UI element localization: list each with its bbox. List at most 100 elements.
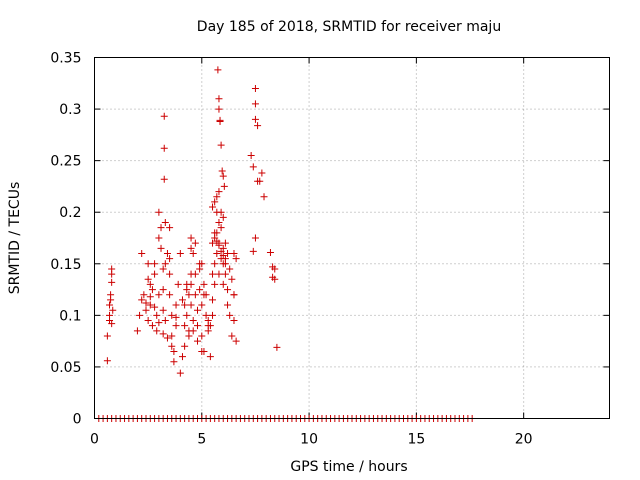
data-point <box>273 343 281 351</box>
data-point <box>224 249 232 257</box>
data-point <box>213 237 221 245</box>
data-point <box>172 322 180 330</box>
data-point <box>159 306 167 314</box>
data-point <box>191 239 199 247</box>
data-point <box>174 280 182 288</box>
data-point <box>216 117 224 125</box>
data-point <box>161 317 169 325</box>
data-point <box>106 301 114 309</box>
data-point <box>157 244 165 252</box>
y-tick-label: 0.35 <box>50 51 81 67</box>
data-point <box>228 332 236 340</box>
data-point <box>202 311 210 319</box>
data-point <box>256 177 264 185</box>
data-point <box>219 252 227 260</box>
data-point <box>136 311 144 319</box>
data-point <box>215 95 223 103</box>
data-point <box>108 270 116 278</box>
data-point <box>215 270 223 278</box>
data-point <box>260 193 268 201</box>
data-point <box>144 275 152 283</box>
x-tick-label: 20 <box>515 432 533 448</box>
data-point <box>196 265 204 273</box>
data-point <box>247 151 255 159</box>
data-point <box>142 306 150 314</box>
data-point <box>187 280 195 288</box>
data-point <box>266 248 274 256</box>
data-point <box>217 247 225 255</box>
x-tick-label: 5 <box>197 432 206 448</box>
data-point <box>211 229 219 237</box>
data-point <box>178 296 186 304</box>
data-point <box>226 265 234 273</box>
data-point <box>226 311 234 319</box>
data-point <box>200 280 208 288</box>
data-point <box>157 224 165 232</box>
plot-frame <box>94 57 610 419</box>
data-point <box>151 303 159 311</box>
data-point <box>181 322 189 330</box>
y-tick-label: 0.15 <box>50 257 81 273</box>
data-point <box>198 260 206 268</box>
data-point <box>144 260 152 268</box>
data-point <box>106 311 114 319</box>
data-point <box>213 193 221 201</box>
data-point <box>181 301 189 309</box>
x-tick-label: 15 <box>407 432 425 448</box>
tick-labels: 0 5 10 15 20 0 0.05 0.1 0.15 0.2 0.25 0.3 0.35 <box>50 51 532 448</box>
data-point <box>161 260 169 268</box>
data-point <box>194 306 201 314</box>
chart-title: Day 185 of 2018, SRMTID for receiver maj… <box>197 19 501 35</box>
data-point <box>218 167 226 175</box>
data-point <box>209 203 217 211</box>
data-point <box>209 311 217 319</box>
data-point <box>217 208 225 216</box>
data-point <box>183 286 191 294</box>
data-point <box>251 84 259 92</box>
data-point <box>160 175 168 183</box>
data-point <box>166 255 174 263</box>
data-point <box>213 249 221 257</box>
data-point <box>148 322 156 330</box>
data-point <box>161 219 169 227</box>
data-point <box>198 301 206 309</box>
x-axis-label: GPS time / hours <box>290 459 407 475</box>
data-point <box>146 293 154 301</box>
data-point <box>232 255 240 263</box>
data-point <box>211 198 219 206</box>
data-point <box>215 105 223 113</box>
y-tick-label: 0.3 <box>59 102 81 118</box>
data-point <box>230 291 238 299</box>
x-tick-label: 0 <box>90 432 99 448</box>
data-point <box>142 299 150 307</box>
data-point <box>211 260 219 268</box>
data-point <box>148 286 156 294</box>
data-point <box>209 296 217 304</box>
data-point <box>224 286 232 294</box>
data-point <box>215 219 223 227</box>
data-point <box>166 291 174 299</box>
data-point <box>107 296 115 304</box>
data-point <box>215 188 223 196</box>
data-point <box>206 322 214 330</box>
data-points <box>95 66 476 422</box>
data-point <box>155 319 163 327</box>
data-point <box>215 241 223 249</box>
data-point <box>249 163 257 171</box>
data-point <box>140 291 148 299</box>
data-point <box>185 291 193 299</box>
data-point <box>217 141 225 149</box>
data-point <box>224 301 232 309</box>
data-point <box>191 291 199 299</box>
data-point <box>189 317 197 325</box>
y-tick-label: 0.25 <box>50 154 81 170</box>
data-point <box>146 301 154 309</box>
data-point <box>166 270 174 278</box>
y-tick-label: 0 <box>73 412 82 428</box>
data-point <box>217 224 225 232</box>
data-point <box>176 249 184 257</box>
data-point <box>211 280 219 288</box>
data-point <box>166 224 174 232</box>
data-point <box>219 280 227 288</box>
data-point <box>181 342 189 350</box>
